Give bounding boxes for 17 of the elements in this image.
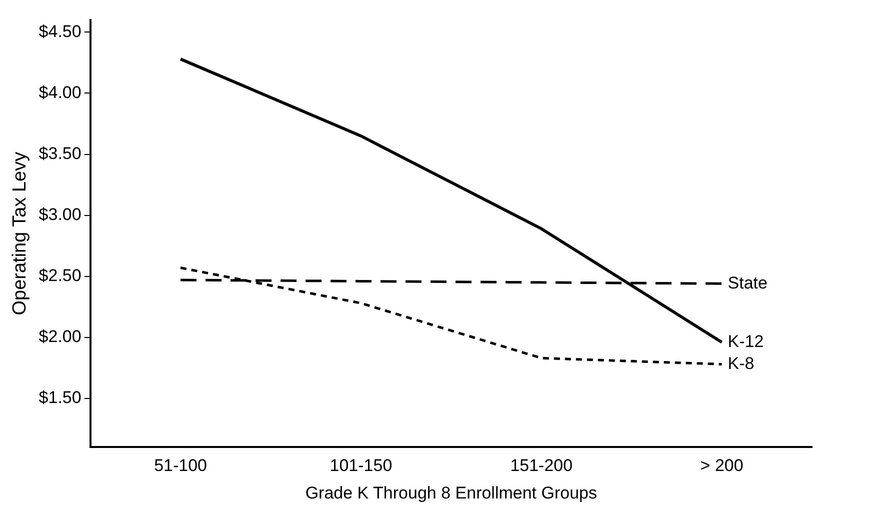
y-tick-label: $3.50	[38, 144, 82, 163]
x-tick-label: > 200	[700, 456, 744, 476]
series-label: K-8	[728, 354, 754, 373]
y-tick-label: $2.50	[38, 266, 82, 286]
x-tick-label: 151-200	[510, 456, 573, 476]
line-series	[179, 266, 724, 366]
y-axis-title: Operating Tax Levy	[10, 151, 31, 316]
x-tick-label: 51-100	[154, 456, 208, 476]
x-tick-label: 101-150	[330, 456, 392, 476]
series-label: K-12	[728, 332, 764, 351]
y-tick-label: $4.00	[38, 82, 82, 102]
y-tick-label: $2.00	[38, 327, 82, 346]
y-tick-label: $1.50	[38, 388, 82, 408]
y-tick-label: $3.00	[38, 204, 82, 224]
y-tick-label: $4.50	[38, 22, 82, 41]
series-label: State	[728, 273, 768, 292]
x-axis-title: Grade K Through 8 Enrollment Groups	[305, 483, 598, 502]
